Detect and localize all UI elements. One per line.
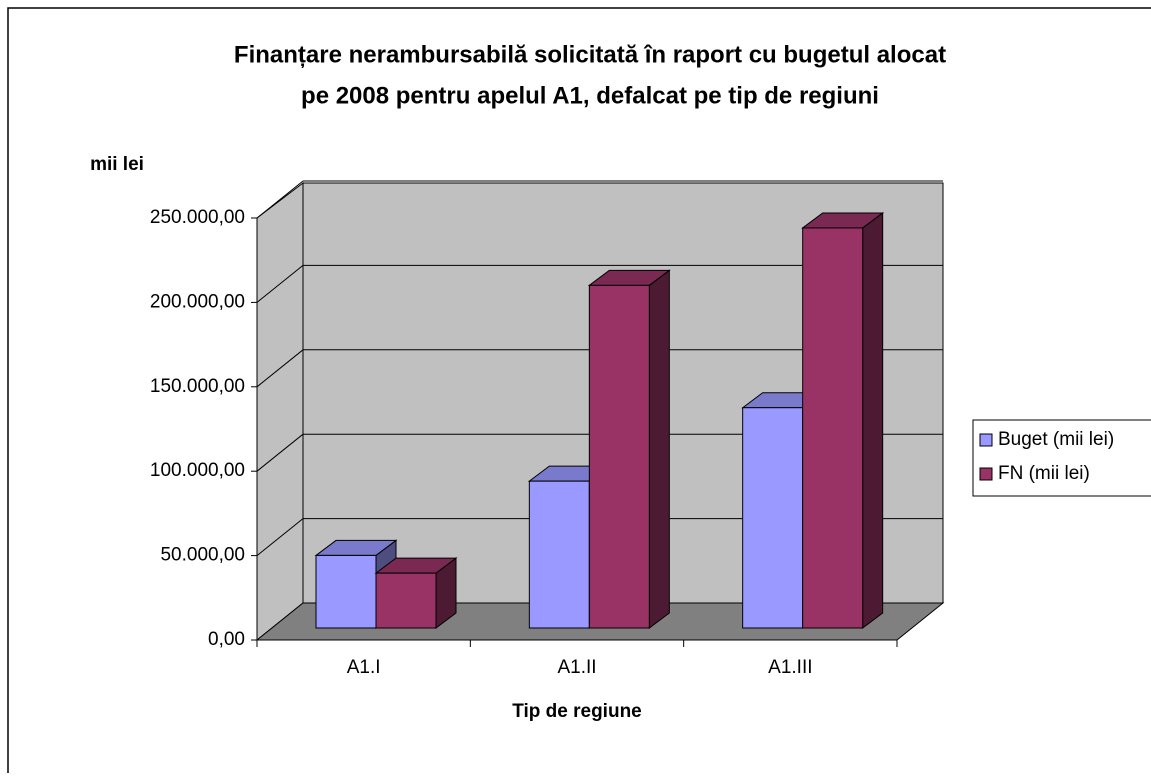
bar xyxy=(588,284,650,629)
legend-box xyxy=(972,419,1151,497)
y-tick-label: 0,00 xyxy=(208,629,245,650)
grid-line xyxy=(256,433,304,472)
bar xyxy=(528,480,590,629)
bar xyxy=(742,407,804,629)
y-tick-label: 250.000,00 xyxy=(150,207,245,228)
side-wall xyxy=(256,181,304,642)
y-tick-label: 150.000,00 xyxy=(150,376,245,397)
legend-label: FN (mii lei) xyxy=(998,463,1090,484)
legend-label: Buget (mii lei) xyxy=(998,429,1114,450)
bar xyxy=(375,572,437,629)
grid-line xyxy=(256,349,304,388)
bar xyxy=(802,227,864,629)
x-tick-label: A1.III xyxy=(768,657,812,678)
chart-title: Finanțare nerambursabilă solicitată în r… xyxy=(234,41,946,68)
y-axis-label: mii lei xyxy=(90,154,144,175)
y-tick-label: 100.000,00 xyxy=(150,460,245,481)
grid-line xyxy=(256,265,304,303)
legend-swatch xyxy=(979,467,993,481)
bar-side xyxy=(648,269,670,629)
x-axis-label: Tip de regiune xyxy=(512,701,642,722)
y-tick-label: 50.000,00 xyxy=(160,545,245,566)
grid-line xyxy=(256,518,304,556)
legend-swatch xyxy=(979,433,993,447)
y-tick-label: 200.000,00 xyxy=(150,291,245,312)
grid-line xyxy=(256,180,304,219)
bar xyxy=(315,554,377,629)
x-tick-label: A1.I xyxy=(347,657,381,678)
chart-subtitle: pe 2008 pentru apelul A1, defalcat pe ti… xyxy=(301,82,879,109)
x-tick-label: A1.II xyxy=(557,657,596,678)
bar-side xyxy=(862,211,884,629)
